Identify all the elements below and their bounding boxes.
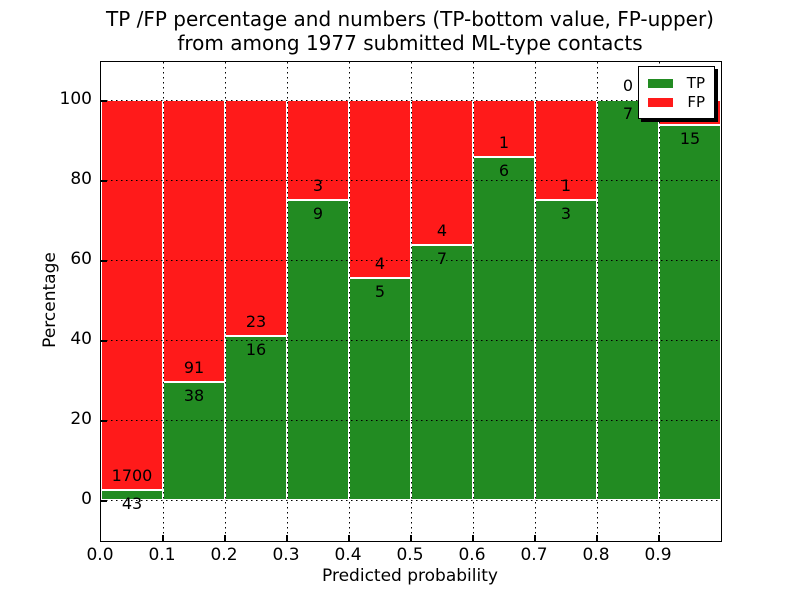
x-tick-mark [286, 535, 288, 541]
y-tick-mark [101, 499, 107, 502]
y-tick-label: 60 [70, 249, 92, 269]
x-tick-label: 0.0 [86, 545, 114, 565]
fp-count-label: 4 [436, 221, 448, 241]
fp-bar-segment [349, 100, 411, 278]
tp-bar-segment [473, 157, 535, 500]
tp-bar-segment [287, 200, 349, 500]
tp-bar-segment [535, 200, 597, 500]
fp-bar-segment [101, 100, 163, 491]
vertical-gridline [225, 62, 226, 541]
vertical-gridline [411, 62, 412, 541]
fp-bar-segment [473, 100, 535, 158]
y-tick-mark [101, 419, 107, 422]
legend: TP FP [638, 66, 715, 119]
tp-count-label: 9 [312, 204, 324, 223]
vertical-gridline [163, 62, 164, 541]
tp-count-label: 6 [498, 161, 510, 181]
tp-count-label: 38 [183, 386, 205, 406]
tp-bar-segment [597, 100, 659, 500]
vertical-gridline [659, 62, 660, 541]
y-tick-mark [101, 259, 107, 262]
fp-count-label: 23 [245, 311, 267, 331]
x-tick-mark [658, 535, 660, 541]
fp-count-label: 0 [622, 76, 634, 95]
y-tick-label: 0 [81, 489, 92, 509]
x-tick-label: 0.4 [334, 545, 362, 565]
fp-count-label: 1 [498, 133, 510, 153]
y-tick-label: 100 [59, 89, 92, 109]
legend-label-fp: FP [687, 93, 705, 111]
x-tick-mark [596, 535, 598, 541]
x-tick-label: 0.6 [458, 545, 486, 565]
y-tick-label: 20 [70, 409, 92, 429]
x-tick-label: 0.8 [582, 545, 610, 565]
legend-item-tp: TP [648, 75, 705, 91]
x-tick-label: 0.3 [272, 545, 300, 565]
tp-bar-segment [101, 490, 163, 500]
tp-count-label: 16 [245, 339, 267, 359]
tp-count-label: 5 [374, 281, 386, 301]
x-tick-label: 0.9 [644, 545, 672, 565]
tp-bar-segment [225, 335, 287, 500]
y-tick-label: 80 [70, 169, 92, 189]
chart-title: TP /FP percentage and numbers (TP-bottom… [100, 7, 720, 55]
chart-title-line1: TP /FP percentage and numbers (TP-bottom… [106, 7, 714, 31]
chart-title-line2: from among 1977 submitted ML-type contac… [177, 31, 643, 55]
y-tick-label: 40 [70, 329, 92, 349]
y-tick-mark [101, 179, 107, 182]
fp-bar-segment [225, 100, 287, 336]
tp-bar-segment [659, 125, 721, 500]
fp-count-label: 3 [312, 176, 324, 195]
tp-bar-segment [411, 245, 473, 500]
vertical-gridline [287, 62, 288, 541]
vertical-gridline [597, 62, 598, 541]
fp-count-label: 91 [183, 358, 205, 378]
tp-count-label: 7 [436, 249, 448, 269]
tp-count-label: 3 [560, 204, 572, 223]
x-tick-mark [224, 535, 226, 541]
fp-count-label: 1700 [111, 466, 153, 486]
x-tick-mark [410, 535, 412, 541]
vertical-gridline [535, 62, 536, 541]
x-tick-label: 0.1 [148, 545, 176, 565]
vertical-gridline [349, 62, 350, 541]
y-tick-mark [101, 99, 107, 102]
vertical-gridline [473, 62, 474, 541]
tp-count-label: 43 [121, 494, 143, 514]
legend-item-fp: FP [648, 94, 705, 110]
tp-bar-segment [349, 277, 411, 500]
x-tick-mark [348, 535, 350, 541]
tp-count-label: 15 [679, 129, 701, 148]
y-tick-mark [101, 339, 107, 342]
x-tick-mark [162, 535, 164, 541]
x-tick-label: 0.7 [520, 545, 548, 565]
tp-count-label: 7 [622, 104, 634, 123]
tp-bar-segment [163, 382, 225, 500]
x-tick-label: 0.2 [210, 545, 238, 565]
legend-label-tp: TP [686, 74, 705, 92]
x-axis-label: Predicted probability [322, 566, 498, 586]
tp-color-swatch [648, 78, 673, 88]
x-tick-label: 0.5 [396, 545, 424, 565]
fp-color-swatch [648, 97, 673, 107]
plot-area: 17004391382316394547161307115 TP FP [100, 61, 722, 542]
fp-count-label: 1 [560, 176, 572, 195]
fp-count-label: 4 [374, 253, 386, 273]
x-tick-mark [534, 535, 536, 541]
x-tick-mark [472, 535, 474, 541]
